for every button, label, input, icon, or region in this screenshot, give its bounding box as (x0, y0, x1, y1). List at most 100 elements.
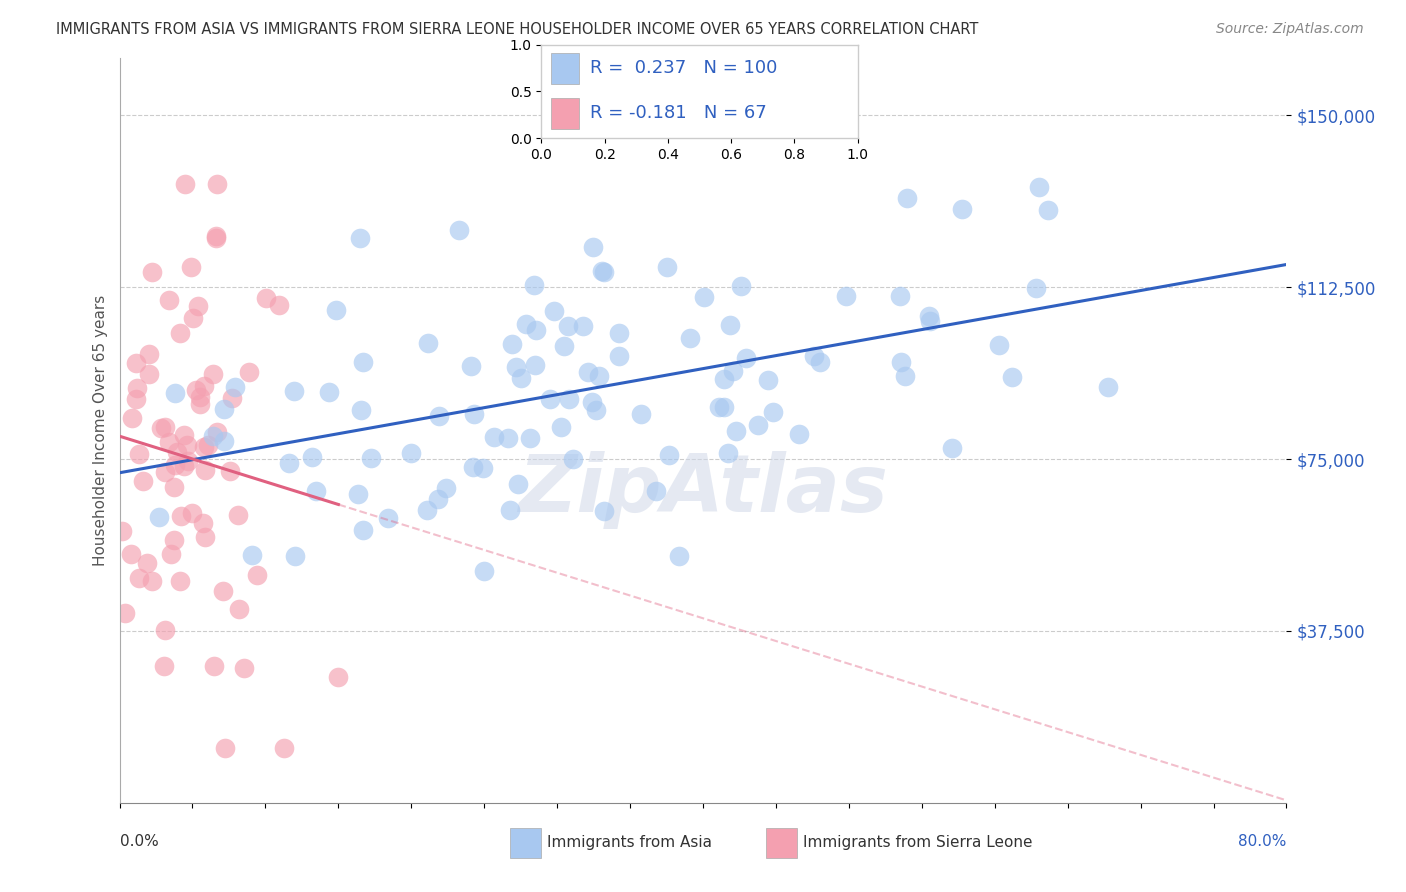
Point (305, 484, 328, 499)
Point (180, 260, 202, 274)
Point (193, 379, 215, 393)
Point (609, 326, 631, 340)
Point (713, 372, 735, 386)
Bar (551, 53, 579, 84)
Point (283, 384, 305, 398)
Point (550, 420, 572, 434)
Point (318, 384, 340, 399)
Point (328, 670, 350, 684)
Point (523, 358, 546, 372)
Point (173, 458, 195, 473)
Point (630, 407, 652, 421)
Point (202, 368, 225, 382)
Point (1025, 281, 1047, 295)
Point (607, 349, 630, 363)
Point (399, 446, 422, 460)
Text: R = -0.181   N = 67: R = -0.181 N = 67 (591, 104, 768, 122)
Point (657, 260, 679, 274)
Point (553, 339, 575, 353)
Point (515, 318, 537, 332)
Point (787, 427, 810, 442)
Point (890, 354, 912, 368)
Point (658, 448, 681, 462)
Point (325, 302, 347, 317)
Text: ZipAtlas: ZipAtlas (517, 451, 889, 529)
Text: 80.0%: 80.0% (1239, 834, 1286, 849)
Point (668, 549, 690, 563)
Point (153, 465, 176, 479)
Point (519, 432, 541, 446)
Point (588, 368, 610, 383)
Point (427, 409, 450, 424)
Point (352, 523, 374, 537)
Point (228, 508, 250, 522)
Point (734, 351, 756, 366)
Point (434, 481, 457, 495)
Point (427, 491, 450, 506)
Point (120, 548, 142, 562)
Point (756, 373, 779, 387)
Point (174, 177, 197, 191)
Point (125, 381, 148, 395)
Bar (766, 828, 797, 858)
Point (166, 444, 188, 458)
Point (277, 457, 299, 471)
Point (918, 314, 941, 328)
Point (202, 658, 225, 673)
Point (377, 511, 399, 525)
Point (170, 509, 193, 524)
Point (447, 223, 470, 237)
Point (524, 323, 547, 337)
Text: Immigrants from Asia: Immigrants from Asia (547, 836, 711, 850)
Point (501, 337, 523, 351)
Text: Source: ZipAtlas.com: Source: ZipAtlas.com (1216, 22, 1364, 37)
Point (111, 524, 134, 538)
Point (163, 480, 186, 494)
Point (644, 484, 666, 499)
Point (510, 371, 533, 385)
Point (484, 429, 506, 443)
Point (585, 403, 607, 417)
Point (157, 435, 180, 450)
Point (181, 310, 204, 325)
Point (214, 740, 236, 755)
Point (125, 356, 148, 370)
Point (472, 564, 495, 578)
Point (721, 364, 744, 378)
Point (194, 530, 217, 544)
Point (730, 278, 752, 293)
Point (214, 434, 236, 448)
Point (523, 278, 546, 293)
Point (240, 548, 263, 562)
Point (157, 293, 180, 307)
Point (246, 567, 269, 582)
Point (918, 309, 941, 323)
Point (679, 330, 702, 344)
Point (506, 477, 529, 491)
Point (254, 292, 277, 306)
Point (207, 177, 229, 191)
Point (141, 264, 163, 278)
Point (941, 442, 963, 456)
Bar (510, 828, 541, 858)
Point (896, 191, 918, 205)
Point (725, 424, 748, 438)
Point (121, 411, 143, 425)
Point (163, 533, 186, 548)
Point (176, 438, 198, 452)
Point (135, 556, 157, 570)
Point (128, 447, 150, 461)
Point (538, 392, 561, 406)
Point (173, 428, 195, 442)
Point (505, 360, 527, 375)
Point (138, 347, 160, 361)
Point (228, 602, 250, 616)
Point (808, 355, 831, 369)
Point (153, 659, 176, 673)
Point (165, 385, 187, 400)
Point (718, 318, 741, 332)
Point (707, 400, 730, 414)
Point (747, 417, 769, 432)
Point (191, 516, 214, 530)
Point (204, 229, 226, 244)
